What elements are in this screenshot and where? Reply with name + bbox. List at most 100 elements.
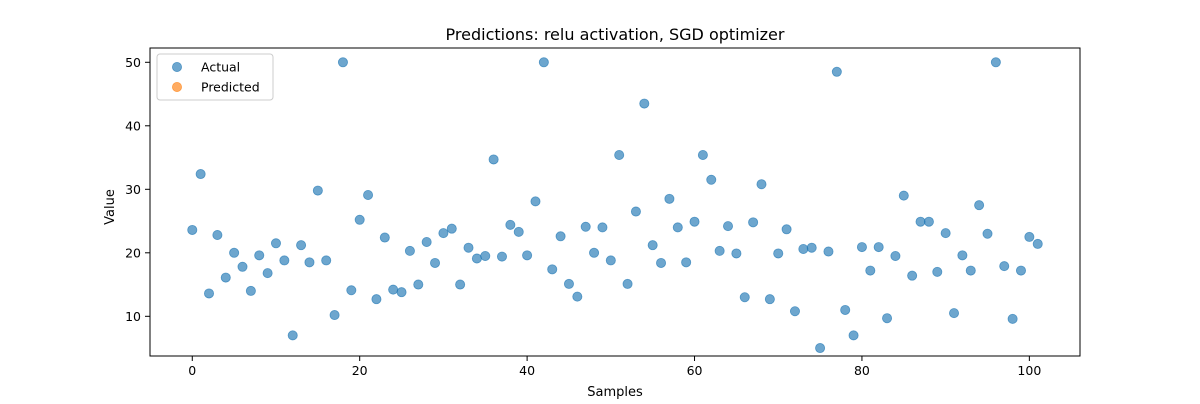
- data-point-actual: [522, 250, 533, 261]
- data-point-actual: [195, 169, 206, 180]
- data-point-actual: [873, 242, 884, 253]
- data-point-actual: [346, 285, 357, 296]
- data-point-actual: [957, 250, 968, 261]
- plot-area: [187, 57, 1043, 354]
- data-point-actual: [413, 279, 424, 290]
- data-point-actual: [831, 66, 842, 77]
- legend-box: [156, 53, 274, 101]
- y-tick-label: 20: [125, 245, 141, 260]
- data-point-actual: [187, 224, 198, 235]
- data-point-actual: [471, 253, 482, 264]
- data-point-actual: [421, 237, 432, 248]
- y-tick-label: 40: [125, 118, 141, 133]
- data-point-actual: [1032, 238, 1043, 249]
- data-point-actual: [731, 248, 742, 259]
- data-point-actual: [538, 57, 549, 68]
- data-point-actual: [622, 278, 633, 289]
- data-point-actual: [463, 242, 474, 253]
- data-point-actual: [990, 57, 1001, 68]
- data-point-actual: [614, 150, 625, 161]
- data-point-actual: [496, 251, 507, 262]
- data-point-actual: [220, 272, 231, 283]
- data-point-actual: [681, 257, 692, 268]
- data-point-actual: [589, 247, 600, 258]
- x-tick-label: 100: [1017, 363, 1041, 378]
- data-point-actual: [798, 243, 809, 254]
- legend-marker-actual: [171, 62, 182, 73]
- data-point-actual: [656, 257, 667, 268]
- data-point-actual: [630, 206, 641, 217]
- data-point-actual: [279, 255, 290, 266]
- data-point-actual: [823, 246, 834, 257]
- data-point-actual: [723, 221, 734, 232]
- chart-title: Predictions: relu activation, SGD optimi…: [446, 25, 785, 44]
- data-point-actual: [572, 291, 583, 302]
- data-point-actual: [932, 266, 943, 277]
- data-point-actual: [706, 174, 717, 185]
- data-point-actual: [647, 240, 658, 251]
- data-point-actual: [940, 228, 951, 239]
- data-point-actual: [739, 292, 750, 303]
- data-point-actual: [856, 242, 867, 253]
- data-point-actual: [505, 219, 516, 230]
- data-point-actual: [999, 261, 1010, 272]
- data-point-actual: [672, 222, 683, 233]
- data-point-actual: [321, 255, 332, 266]
- legend-marker-predicted: [171, 82, 182, 93]
- data-point-actual: [689, 216, 700, 227]
- y-tick-label: 30: [125, 182, 141, 197]
- data-point-actual: [714, 245, 725, 256]
- data-point-actual: [580, 221, 591, 232]
- data-point-actual: [907, 270, 918, 281]
- data-point-actual: [430, 257, 441, 268]
- legend-label-predicted: Predicted: [201, 80, 260, 95]
- data-point-actual: [329, 310, 340, 321]
- data-point-actual: [488, 154, 499, 165]
- data-point-actual: [605, 255, 616, 266]
- data-point-actual: [840, 304, 851, 315]
- data-point-actual: [982, 228, 993, 239]
- data-point-actual: [388, 284, 399, 295]
- data-point-actual: [254, 250, 265, 261]
- data-point-actual: [974, 200, 985, 211]
- data-point-actual: [764, 294, 775, 305]
- data-point-actual: [898, 190, 909, 201]
- data-point-actual: [890, 250, 901, 261]
- data-point-actual: [915, 216, 926, 227]
- data-point-actual: [296, 240, 307, 251]
- data-point-actual: [664, 193, 675, 204]
- data-point-actual: [337, 57, 348, 68]
- data-point-actual: [547, 264, 558, 275]
- data-point-actual: [304, 257, 315, 268]
- data-point-actual: [773, 248, 784, 259]
- data-point-actual: [748, 217, 759, 228]
- data-point-actual: [404, 245, 415, 256]
- x-tick-label: 0: [188, 363, 196, 378]
- x-tick-label: 40: [519, 363, 535, 378]
- data-point-actual: [815, 343, 826, 354]
- x-axis-label: Samples: [587, 385, 643, 400]
- data-point-actual: [1007, 313, 1018, 324]
- y-tick-label: 50: [125, 55, 141, 70]
- data-point-actual: [697, 150, 708, 161]
- x-tick-label: 20: [352, 363, 368, 378]
- data-point-actual: [530, 196, 541, 207]
- data-point-actual: [923, 216, 934, 227]
- x-tick-label: 80: [854, 363, 870, 378]
- data-point-actual: [965, 265, 976, 276]
- data-point-actual: [446, 223, 457, 234]
- data-point-actual: [438, 228, 449, 239]
- x-tick-label: 60: [687, 363, 703, 378]
- y-axis-label: Value: [103, 189, 118, 225]
- data-point-actual: [312, 185, 323, 196]
- data-point-actual: [396, 287, 407, 298]
- data-point-actual: [882, 313, 893, 324]
- data-point-actual: [237, 261, 248, 272]
- data-point-actual: [204, 288, 215, 299]
- data-point-actual: [245, 285, 256, 296]
- y-tick-label: 10: [125, 309, 141, 324]
- data-point-actual: [563, 278, 574, 289]
- legend-label-actual: Actual: [201, 60, 240, 75]
